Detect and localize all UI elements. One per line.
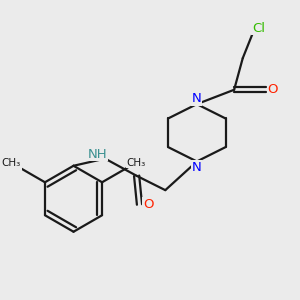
Text: N: N <box>192 161 202 174</box>
Text: NH: NH <box>88 148 108 161</box>
Text: N: N <box>192 92 202 105</box>
Text: CH₃: CH₃ <box>1 158 20 168</box>
Text: O: O <box>143 198 153 211</box>
Text: O: O <box>268 83 278 96</box>
Text: Cl: Cl <box>252 22 265 34</box>
Text: CH₃: CH₃ <box>127 158 146 168</box>
